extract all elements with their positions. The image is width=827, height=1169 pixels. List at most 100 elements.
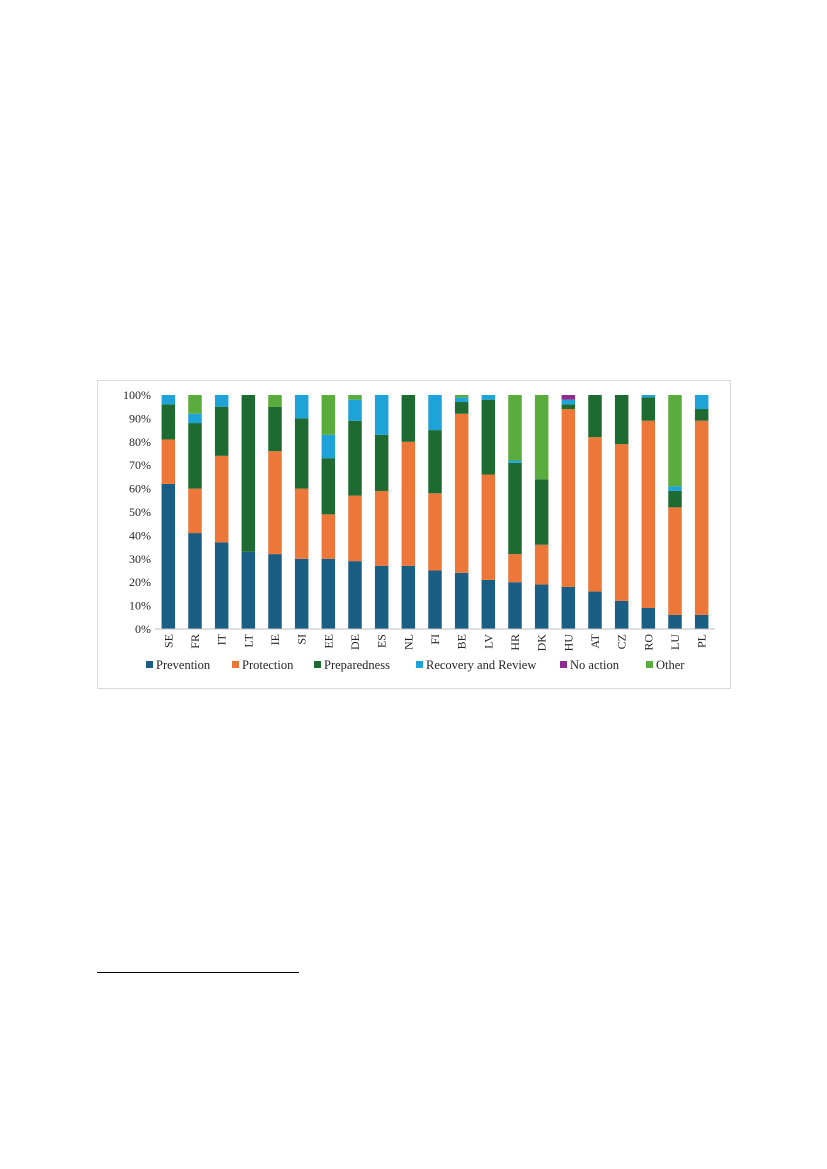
bar-segment-prevention xyxy=(268,554,282,629)
bar-segment-preparedness xyxy=(161,404,176,440)
bar-segment-prevention xyxy=(588,591,602,629)
bar-segment-prevention xyxy=(614,600,629,629)
bar-segment-protection xyxy=(428,493,442,571)
bar-segment-recovery-and-review xyxy=(694,395,709,410)
x-tick-label: ES xyxy=(375,634,389,648)
bar-segment-preparedness xyxy=(561,404,576,410)
bar-segment-prevention xyxy=(321,558,336,629)
bar-segment-other xyxy=(188,395,202,414)
x-tick-label: AT xyxy=(588,633,602,648)
x-tick-label: BE xyxy=(455,634,469,649)
bar-segment-protection xyxy=(374,490,389,566)
x-tick-label: EE xyxy=(321,634,335,649)
legend-swatch xyxy=(560,661,567,668)
bar-segment-recovery-and-review xyxy=(481,395,496,400)
legend-label: Prevention xyxy=(156,658,211,672)
bar-segment-other xyxy=(668,395,682,487)
bar-segment-recovery-and-review xyxy=(561,399,576,405)
x-tick-label: FI xyxy=(428,634,442,645)
y-tick-label: 90% xyxy=(129,411,151,425)
bar-segment-other xyxy=(534,395,549,480)
bar-segment-prevention xyxy=(534,584,549,629)
bar-segment-recovery-and-review xyxy=(348,399,362,421)
bar-segment-other xyxy=(321,395,336,435)
bar-segment-protection xyxy=(454,413,469,573)
bar-segment-prevention xyxy=(641,607,656,629)
x-tick-label: LU xyxy=(668,634,682,650)
bar-segment-prevention xyxy=(454,572,469,629)
bar-segment-protection xyxy=(588,437,602,592)
bar-segment-protection xyxy=(614,444,629,601)
bar-segment-recovery-and-review xyxy=(428,395,442,431)
bar-segment-recovery-and-review xyxy=(508,460,522,463)
bar-segment-preparedness xyxy=(294,418,309,489)
bar-segment-other xyxy=(348,395,362,400)
x-tick-label: DK xyxy=(535,634,549,652)
bar-segment-recovery-and-review xyxy=(454,397,469,403)
bar-segment-preparedness xyxy=(321,458,336,515)
bar-segment-preparedness xyxy=(508,462,522,555)
bar-segment-prevention xyxy=(428,570,442,629)
x-tick-label: SI xyxy=(295,634,309,645)
bar-segment-preparedness xyxy=(428,430,442,494)
bar-segment-protection xyxy=(268,451,282,555)
bar-segment-preparedness xyxy=(481,399,496,475)
bar-segment-protection xyxy=(321,514,336,559)
bar-segment-no-action xyxy=(561,395,576,400)
bar-segment-recovery-and-review xyxy=(161,395,176,405)
legend-label: Recovery and Review xyxy=(426,658,536,672)
bar-segment-protection xyxy=(641,420,656,608)
x-tick-label: CZ xyxy=(615,634,629,649)
x-tick-label: HU xyxy=(561,634,575,652)
bar-segment-protection xyxy=(188,488,202,534)
x-tick-label: FR xyxy=(188,634,202,649)
bar-segment-preparedness xyxy=(454,402,469,414)
x-tick-label: IT xyxy=(215,633,229,645)
bar-segment-prevention xyxy=(374,565,389,629)
bar-segment-preparedness xyxy=(374,434,389,491)
y-tick-label: 40% xyxy=(129,528,151,542)
bar-segment-prevention xyxy=(481,579,496,629)
x-tick-label: PL xyxy=(695,634,709,648)
legend-label: Preparedness xyxy=(324,658,390,672)
bar-segment-recovery-and-review xyxy=(294,395,309,419)
bar-segment-protection xyxy=(401,441,416,566)
bar-segment-preparedness xyxy=(214,406,229,456)
bar-segment-protection xyxy=(561,409,576,587)
bar-segment-preparedness xyxy=(588,395,602,438)
legend-swatch xyxy=(314,661,321,668)
bar-segment-preparedness xyxy=(268,406,282,452)
bar-segment-prevention xyxy=(348,561,362,629)
bar-segment-prevention xyxy=(508,582,522,629)
bar-segment-prevention xyxy=(188,533,202,629)
bar-segment-preparedness xyxy=(534,479,549,545)
legend-swatch xyxy=(146,661,153,668)
y-tick-label: 80% xyxy=(129,435,151,449)
legend-swatch xyxy=(232,661,239,668)
bar-segment-preparedness xyxy=(641,397,656,421)
legend-swatch xyxy=(646,661,653,668)
chart-frame: 0% 10% 20% 30% 40% 50% 60% 70% 80% 90% 100% SE FR IT L… xyxy=(97,380,731,689)
bar-segment-protection xyxy=(508,554,522,583)
bar-segment-preparedness xyxy=(614,395,629,445)
bar-segment-protection xyxy=(668,507,682,615)
bar-segment-protection xyxy=(348,495,362,562)
y-tick-label: 20% xyxy=(129,575,151,589)
bar-segment-prevention xyxy=(561,586,576,629)
bar-segment-preparedness xyxy=(694,409,709,421)
bar-segment-protection xyxy=(481,474,496,580)
bar-segment-preparedness xyxy=(188,423,202,489)
x-tick-label: RO xyxy=(641,634,655,651)
bar-segment-protection xyxy=(694,420,709,615)
bar-segment-prevention xyxy=(214,542,229,629)
bar-segment-recovery-and-review xyxy=(214,395,229,407)
x-tick-label: SE xyxy=(161,634,175,648)
y-tick-label: 30% xyxy=(129,552,151,566)
bar-segment-prevention xyxy=(694,614,709,629)
legend-label: Other xyxy=(656,658,685,672)
bar-segment-protection xyxy=(161,439,176,484)
bar-segment-prevention xyxy=(294,558,309,629)
y-tick-label: 60% xyxy=(129,482,151,496)
bar-segment-prevention xyxy=(668,614,682,629)
legend-label: Protection xyxy=(242,658,294,672)
